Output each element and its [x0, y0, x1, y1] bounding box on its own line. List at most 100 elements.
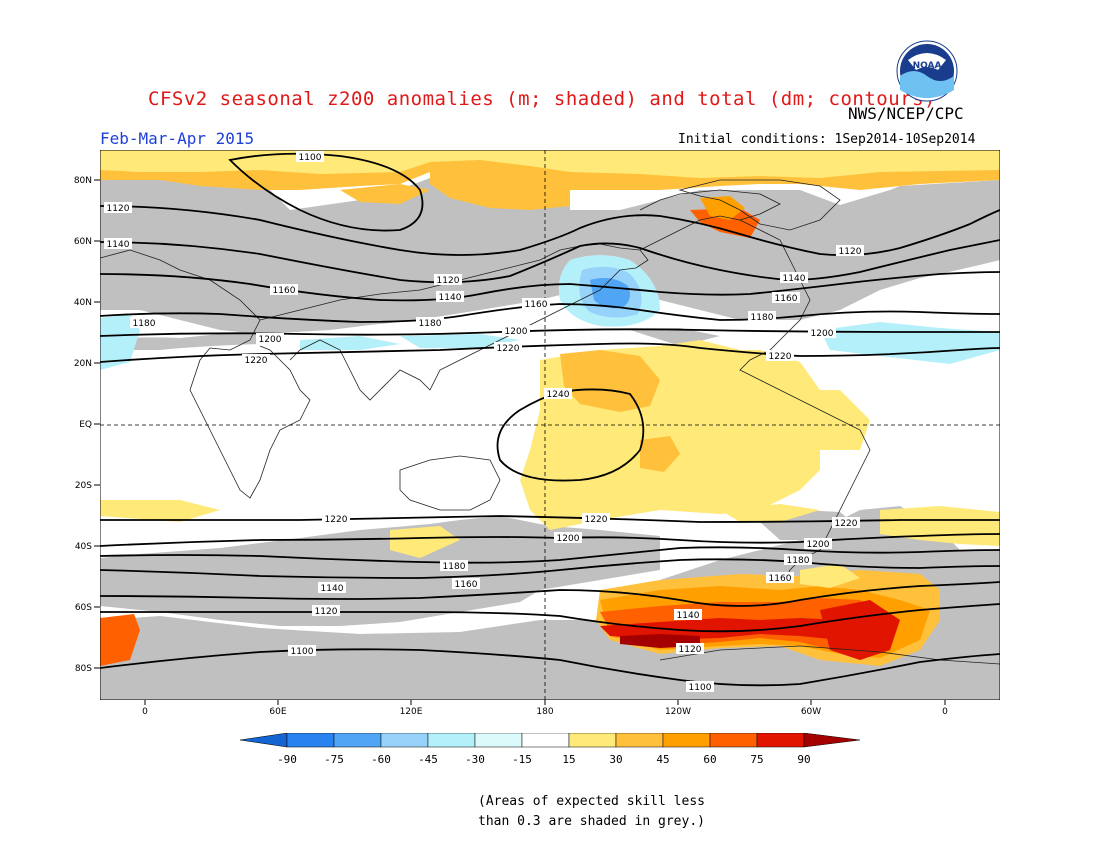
lon-tick: 180	[536, 700, 554, 717]
svg-text:60W: 60W	[801, 707, 821, 717]
colorbar-label: -90	[277, 753, 297, 766]
lon-tick: 0	[942, 700, 948, 717]
latitude-axis: 80N 60N 40N 20N EQ 20S 40S 60S 80S	[74, 176, 100, 674]
lat-tick: EQ	[79, 420, 100, 430]
swatch-neg30	[427, 733, 476, 748]
swatch-pos45	[662, 733, 711, 748]
svg-text:1160: 1160	[525, 300, 548, 310]
contour-label: 1160	[522, 298, 550, 310]
lat-tick: 80N	[74, 176, 100, 186]
svg-text:1200: 1200	[557, 534, 580, 544]
svg-text:1160: 1160	[769, 574, 792, 584]
colorbar-label: 90	[797, 753, 810, 766]
svg-text:20S: 20S	[75, 481, 92, 491]
svg-text:1220: 1220	[835, 519, 858, 529]
swatch-pos15	[568, 733, 617, 748]
contour-label: 1140	[104, 238, 132, 250]
contour-label: 1160	[772, 292, 800, 304]
colorbar-label: -15	[512, 753, 532, 766]
svg-text:1200: 1200	[807, 540, 830, 550]
svg-text:20N: 20N	[74, 359, 92, 369]
contour-label: 1180	[419, 319, 442, 329]
contour-label: 1180	[440, 560, 468, 572]
svg-text:120W: 120W	[665, 707, 691, 717]
contour-label: 1180	[784, 554, 812, 566]
svg-text:1120: 1120	[679, 645, 702, 655]
svg-text:0: 0	[942, 707, 948, 717]
svg-text:1160: 1160	[775, 294, 798, 304]
svg-text:EQ: EQ	[79, 420, 92, 430]
swatch-pos60	[709, 733, 758, 748]
longitude-axis: 0 60E 120E 180 120W 60W 0	[142, 700, 948, 717]
svg-text:1180: 1180	[787, 556, 810, 566]
swatch-neg15	[474, 733, 523, 748]
swatch-neg45	[380, 733, 429, 748]
positive-anomalies-north	[100, 150, 1000, 238]
contour-label: 1100	[288, 645, 316, 657]
svg-text:0: 0	[142, 707, 148, 717]
swatch-pos30	[615, 733, 664, 748]
svg-text:1220: 1220	[769, 352, 792, 362]
contour-label: 1100	[686, 681, 714, 693]
contour-label: 1200	[804, 538, 832, 550]
lon-tick: 120E	[400, 700, 423, 717]
colorbar-legend: -90 -75 -60 -45 -30 -15 15 30 45 60 75 9…	[240, 733, 860, 766]
contour-label: 1180	[748, 311, 776, 323]
lat-tick: 20N	[74, 359, 100, 369]
contour-label: 1140	[674, 609, 702, 621]
contour-label: 1220	[322, 513, 350, 525]
colorbar-label: -75	[324, 753, 344, 766]
contour-1240-ring	[496, 388, 645, 482]
colorbar-label: 15	[562, 753, 575, 766]
lon-tick: 120W	[665, 700, 691, 717]
svg-text:1180: 1180	[751, 313, 774, 323]
swatch-neg60	[333, 733, 382, 748]
swatch-pos75	[756, 733, 805, 748]
svg-text:1160: 1160	[455, 580, 478, 590]
svg-text:1180: 1180	[443, 562, 466, 572]
swatch-pos90	[803, 733, 860, 748]
svg-text:1120: 1120	[315, 607, 338, 617]
noaa-logo: NOAA	[896, 40, 958, 102]
contour-label-group: 1100 1120 1140 1160 1180 1200 1220 1240 …	[104, 151, 864, 693]
lat-tick: 40N	[74, 298, 100, 308]
svg-text:80N: 80N	[74, 176, 92, 186]
contour-label: 1220	[494, 342, 522, 354]
svg-text:1200: 1200	[505, 327, 528, 337]
lat-tick: 40S	[75, 542, 100, 552]
swatch-neg90	[240, 733, 288, 748]
svg-text:1140: 1140	[439, 293, 462, 303]
contour-label: 1120	[104, 202, 132, 214]
svg-text:40N: 40N	[74, 298, 92, 308]
contour-label: 1120	[312, 605, 340, 617]
svg-text:1220: 1220	[325, 515, 348, 525]
svg-text:1100: 1100	[689, 683, 712, 693]
skill-footnote-line: (Areas of expected skill less	[478, 794, 705, 809]
svg-text:1220: 1220	[585, 515, 608, 525]
contour-label: 1180	[416, 317, 444, 329]
contour-label: 1120	[836, 245, 864, 257]
colorbar-labels: -90 -75 -60 -45 -30 -15 15 30 45 60 75 9…	[277, 753, 811, 766]
contour-label: 1140	[780, 272, 808, 284]
svg-text:120E: 120E	[400, 707, 423, 717]
contour-label: 1180	[130, 317, 158, 329]
colorbar-label: -30	[465, 753, 485, 766]
contour-label: 1220	[766, 350, 794, 362]
contour-label: 1140	[436, 291, 464, 303]
anomaly-map: 1100 1120 1140 1160 1180 1200 1220 1240 …	[100, 150, 1000, 700]
skill-footnote-line: than 0.3 are shaded in grey.)	[478, 814, 705, 829]
colorbar-label: -60	[371, 753, 391, 766]
continent-outlines	[100, 179, 1000, 665]
svg-text:1220: 1220	[245, 356, 268, 366]
svg-text:1140: 1140	[107, 240, 130, 250]
lat-tick: 20S	[75, 481, 100, 491]
svg-text:1200: 1200	[811, 329, 834, 339]
contour-label: 1120	[434, 274, 462, 286]
contour-label: 1100	[296, 151, 324, 163]
svg-text:1120: 1120	[437, 276, 460, 286]
colorbar-label: 30	[609, 753, 622, 766]
svg-text:1140: 1140	[321, 584, 344, 594]
contour-label: 1160	[766, 572, 794, 584]
contour-label: 1200	[502, 325, 530, 337]
initial-conditions: Initial conditions: 1Sep2014-10Sep2014	[678, 132, 976, 147]
